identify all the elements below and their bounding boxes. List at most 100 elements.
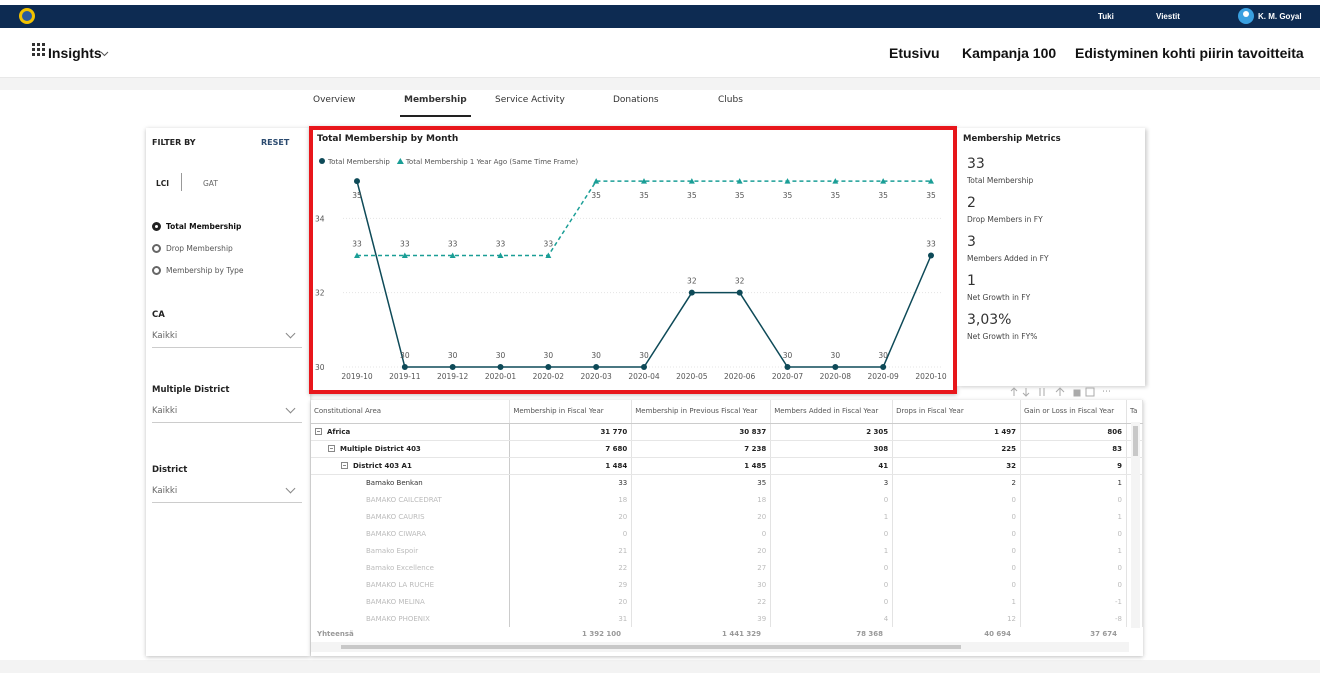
total-cell: 1 441 329 — [722, 630, 761, 638]
table-row[interactable]: BAMAKO PHOENIX 31 39 4 12 -8 — [311, 610, 1143, 627]
table-row[interactable]: Bamako Excellence 22 27 0 0 0 — [311, 559, 1143, 576]
table-row[interactable]: Multiple District 403 7 680 7 238 308 225 83 — [311, 440, 1143, 458]
nav-link[interactable]: Edistyminen kohti piirin tavoitteita — [1075, 45, 1304, 61]
cell-text: 31 — [618, 614, 628, 623]
dropdown[interactable]: Kaikki — [152, 401, 302, 423]
table-cell: 0 — [892, 559, 1021, 576]
cell-text: 7 680 — [605, 444, 628, 453]
cell-text: 20 — [618, 597, 628, 606]
table-row[interactable]: BAMAKO CAURIS 20 20 1 0 1 — [311, 508, 1143, 525]
table-row[interactable]: BAMAKO CIWARA 0 0 0 0 0 — [311, 525, 1143, 542]
point — [736, 178, 743, 184]
point — [401, 364, 408, 370]
column-header[interactable]: Constitutional Area — [311, 400, 511, 424]
reset-button[interactable]: RESET — [261, 138, 290, 147]
scrollbar[interactable] — [311, 642, 1129, 652]
table-cell: 0 — [770, 559, 894, 576]
app-launcher[interactable] — [32, 43, 46, 57]
point — [736, 289, 743, 296]
column-header[interactable]: Ta — [1126, 400, 1143, 424]
point — [784, 178, 791, 184]
table-row[interactable]: BAMAKO CAILCEDRAT 18 18 0 0 0 — [311, 491, 1143, 508]
app-name[interactable]: Insights — [48, 45, 102, 61]
radio[interactable] — [152, 266, 161, 275]
table-row[interactable]: Bamako Espoir 21 20 1 0 1 — [311, 542, 1143, 559]
table-cell: BAMAKO CAILCEDRAT — [311, 491, 511, 508]
dropdown[interactable]: Kaikki — [152, 481, 302, 503]
cell-text: 0 — [1011, 512, 1016, 521]
dropdown[interactable]: Kaikki — [152, 326, 302, 348]
scrollbar[interactable] — [1131, 422, 1140, 628]
cell-text: BAMAKO CAILCEDRAT — [366, 495, 442, 504]
expand-toggle[interactable] — [315, 427, 322, 435]
table-cell: 35 — [631, 474, 772, 491]
table-row[interactable]: Bamako Benkan 33 35 3 2 1 — [311, 474, 1143, 491]
column-header[interactable]: Drops in Fiscal Year — [892, 400, 1021, 424]
cell-text: 1 497 — [994, 427, 1016, 436]
table-row[interactable]: BAMAKO MELINA 20 22 0 1 -1 — [311, 593, 1143, 610]
radio-option[interactable]: Membership by Type — [152, 266, 244, 275]
radio-label[interactable]: Drop Membership — [166, 244, 233, 253]
tab[interactable]: Membership — [400, 95, 471, 117]
point — [784, 364, 791, 370]
cell-text: 0 — [883, 580, 889, 589]
toggle[interactable]: GAT — [203, 179, 218, 188]
table-row[interactable]: Africa 31 770 30 837 2 305 1 497 806 — [311, 423, 1143, 441]
nav-link[interactable]: Kampanja 100 — [962, 45, 1057, 61]
radio[interactable] — [152, 244, 161, 253]
table-cell: 20 — [509, 508, 633, 525]
column-header[interactable]: Members Added in Fiscal Year — [770, 400, 894, 424]
cell-text: 12 — [1007, 614, 1016, 623]
cell-text: 30 — [757, 580, 767, 589]
data-label: 30 — [496, 351, 506, 360]
expand-toggle[interactable] — [341, 461, 348, 469]
metric-value: 1 — [967, 273, 976, 289]
cell-text: 0 — [1011, 580, 1016, 589]
table-cell: 0 — [770, 491, 894, 508]
avatar[interactable] — [1238, 8, 1254, 24]
metric-label: Total Membership — [967, 176, 1034, 185]
cell-text: 1 — [883, 512, 889, 521]
toggle[interactable]: LCI — [156, 179, 170, 188]
menu-item[interactable]: Tuki — [1098, 12, 1114, 21]
nav-link[interactable]: Etusivu — [889, 45, 940, 61]
user-name[interactable]: K. M. Goyal — [1258, 12, 1302, 21]
tab[interactable]: Service Activity — [495, 95, 565, 105]
table-cell: 1 — [1020, 508, 1127, 525]
radio-label[interactable]: Total Membership — [166, 222, 242, 231]
cell-text: 0 — [1011, 563, 1016, 572]
cell-text: 20 — [618, 512, 628, 521]
tab[interactable]: Donations — [613, 95, 659, 105]
metric-value: 3 — [967, 234, 976, 250]
table-row[interactable]: District 403 A1 1 484 1 485 41 32 9 — [311, 457, 1143, 475]
metric-label: Net Growth in FY% — [967, 332, 1038, 341]
column-header[interactable]: Membership in Previous Fiscal Year — [631, 400, 772, 424]
tab[interactable]: Clubs — [718, 95, 743, 105]
cell-text: 0 — [1117, 580, 1122, 589]
table-row[interactable]: BAMAKO LA RUCHE 29 30 0 0 0 — [311, 576, 1143, 593]
column-header[interactable]: Membership in Fiscal Year — [509, 400, 633, 424]
radio[interactable] — [152, 222, 161, 231]
data-label: 32 — [735, 277, 745, 286]
radio-option[interactable]: Drop Membership — [152, 244, 233, 253]
point — [545, 252, 552, 258]
tab[interactable]: Overview — [313, 95, 356, 105]
cell-text: 225 — [1001, 444, 1016, 453]
data-label: 35 — [687, 191, 697, 200]
column-header[interactable]: Gain or Loss in Fiscal Year — [1020, 400, 1127, 424]
table-cell: Bamako Benkan — [311, 474, 511, 491]
table-cell: 1 497 — [892, 423, 1021, 441]
visual-toolbar[interactable]: ⋯ — [1010, 386, 1140, 398]
table-cell: 22 — [509, 559, 633, 576]
cell-text: 22 — [757, 597, 767, 606]
menu-item[interactable]: Viestit — [1156, 12, 1180, 21]
data-label: 35 — [735, 191, 745, 200]
data-label: 33 — [544, 239, 554, 248]
y-tick-label: 30 — [315, 363, 325, 372]
data-label: 35 — [926, 191, 936, 200]
expand-toggle[interactable] — [328, 444, 335, 452]
radio-label[interactable]: Membership by Type — [166, 266, 244, 275]
cell-text: BAMAKO CIWARA — [366, 529, 427, 538]
radio-option[interactable]: Total Membership — [152, 222, 241, 231]
point — [401, 252, 408, 258]
